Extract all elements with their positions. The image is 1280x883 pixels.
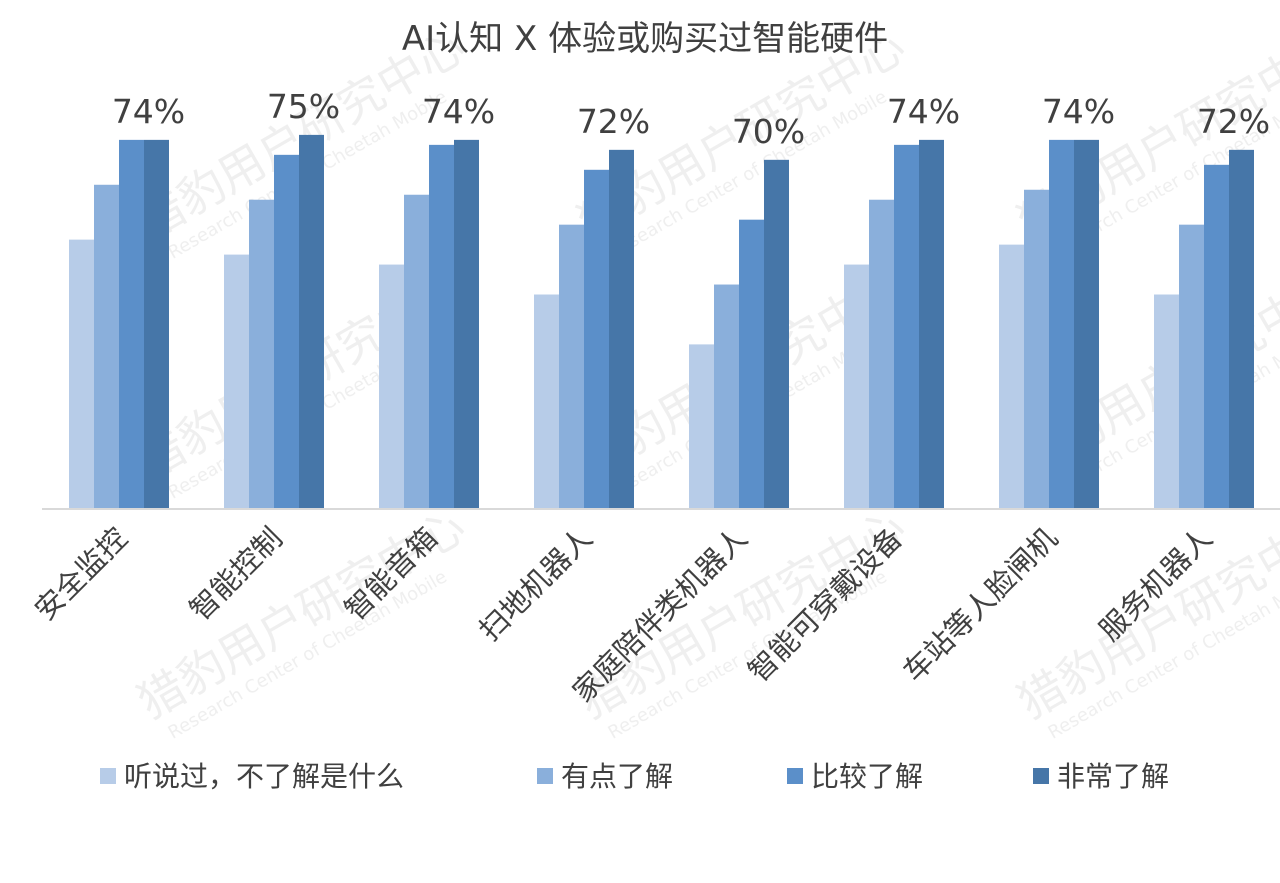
data-label: 72% [1197, 102, 1270, 141]
bar-0-0 [69, 239, 94, 509]
legend-swatch [787, 768, 803, 784]
bar-1-0 [94, 184, 119, 509]
bar-1-5 [869, 199, 894, 509]
bar-3-5 [919, 139, 944, 509]
data-label-group: 74% 75% 74% 72% 70% 74% 74% 72% [112, 87, 1270, 151]
legend-label: 非常了解 [1057, 760, 1169, 793]
bar-3-4 [764, 159, 789, 509]
category-label: 车站等人脸闸机 [896, 521, 1064, 689]
bar-2-0 [119, 139, 144, 509]
bar-0-2 [379, 264, 404, 509]
bar-3-1 [299, 134, 324, 509]
bar-3-6 [1074, 139, 1099, 509]
bar-2-1 [274, 154, 299, 509]
legend-label: 听说过，不了解是什么 [124, 760, 404, 793]
data-label: 72% [577, 102, 650, 141]
category-label: 安全监控 [28, 521, 134, 627]
chart-title: AI认知 X 体验或购买过智能硬件 [402, 19, 888, 59]
bar-1-7 [1179, 224, 1204, 509]
bar-3-0 [144, 139, 169, 509]
bar-3-7 [1229, 149, 1254, 510]
data-label: 75% [267, 87, 340, 126]
bar-0-4 [689, 344, 714, 509]
bar-1-2 [404, 194, 429, 509]
legend-swatch [100, 768, 116, 784]
legend-label: 有点了解 [561, 760, 673, 793]
bar-0-3 [534, 294, 559, 509]
bar-0-1 [224, 254, 249, 509]
category-label: 扫地机器人 [472, 521, 599, 648]
bar-1-4 [714, 284, 739, 509]
bar-2-2 [429, 144, 454, 509]
data-label: 74% [887, 92, 960, 131]
legend: 听说过，不了解是什么 有点了解 比较了解 非常了解 [100, 760, 1169, 793]
bar-2-5 [894, 144, 919, 509]
bar-2-7 [1204, 164, 1229, 509]
legend-swatch [537, 768, 553, 784]
bar-1-1 [249, 199, 274, 509]
data-label: 70% [732, 112, 805, 151]
data-label: 74% [422, 92, 495, 131]
bar-0-7 [1154, 294, 1179, 509]
data-label: 74% [1042, 92, 1115, 131]
legend-label: 比较了解 [811, 760, 923, 793]
bar-1-3 [559, 224, 584, 509]
bar-0-6 [999, 244, 1024, 509]
legend-swatch [1033, 768, 1049, 784]
bar-2-6 [1049, 139, 1074, 509]
bar-group [69, 134, 1254, 510]
bar-3-3 [609, 149, 634, 510]
bar-1-6 [1024, 189, 1049, 510]
data-label: 74% [112, 92, 185, 131]
bar-0-5 [844, 264, 869, 509]
bar-3-2 [454, 139, 479, 509]
bar-2-4 [739, 219, 764, 509]
bar-2-3 [584, 169, 609, 510]
